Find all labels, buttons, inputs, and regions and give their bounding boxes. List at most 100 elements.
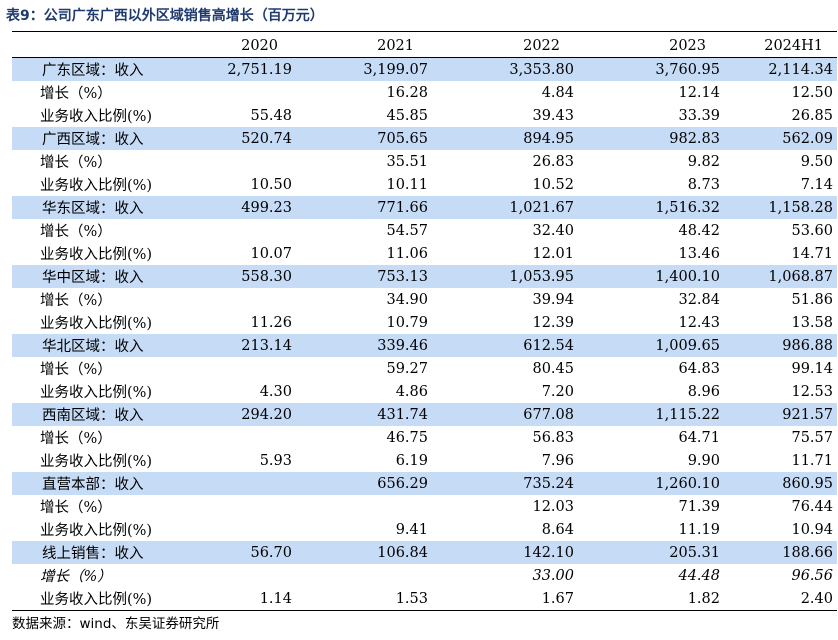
row-label: 增长（%） [40,293,112,309]
table-cell: 6.19 [395,452,428,469]
table-cell: 431.74 [296,403,432,426]
table-cell: 12.03 [532,498,574,515]
table-cell: 64.83 [678,360,720,377]
table-row: 业务收入比例(%) 4.30 4.86 7.20 8.96 12.53 [12,380,837,403]
table-cell: 44.48 [678,567,720,584]
table-row: 增长（%） 54.57 32.40 48.42 53.60 [12,219,837,242]
table-cell: 45.85 [386,107,428,124]
table-cell: 7.20 [541,383,574,400]
table-cell: 982.83 [578,127,724,150]
row-label: 直营本部：收入 [12,472,172,495]
table-cell: 71.39 [678,498,720,515]
table-row: 业务收入比例(%) 5.93 6.19 7.96 9.90 11.71 [12,449,837,472]
row-label: 业务收入比例(%) [40,247,153,263]
row-label: 增长（%） [40,362,112,378]
table-cell: 4.86 [395,383,428,400]
source-note: 数据来源：wind、东吴证券研究所 [12,616,220,632]
table-cell: 1,115.22 [578,403,724,426]
table-cell: 7.96 [541,452,574,469]
row-label: 业务收入比例(%) [40,109,153,125]
table-cell [172,81,296,104]
table-cell: 656.29 [296,472,432,495]
table-cell: 13.58 [791,314,833,331]
table-cell: 35.51 [386,153,428,170]
table-row: 西南区域：收入 294.20 431.74 677.08 1,115.22 921.57 [12,403,837,426]
table-row: 广东区域：收入 2,751.19 3,199.07 3,353.80 3,760.95 2… [12,57,837,81]
table-row: 业务收入比例(%) 1.14 1.53 1.67 1.82 2.40 [12,587,837,611]
table-cell [296,564,432,587]
table-cell: 10.52 [532,176,574,193]
table-cell: 1.14 [172,587,296,611]
table-cell: 612.54 [432,334,578,357]
table-cell: 10.79 [386,314,428,331]
table-cell: 96.56 [791,567,833,584]
table-cell: 9.41 [395,521,428,538]
table-cell: 294.20 [172,403,296,426]
table-cell: 5.93 [259,452,292,469]
regional-sales-table: 2020 2021 2022 2023 2024H1 广东区域：收入 2,751.… [12,34,837,611]
row-label: 华东区域：收入 [12,196,172,219]
table-cell: 753.13 [296,265,432,288]
table-cell: 705.65 [296,127,432,150]
table-cell: 860.95 [724,472,837,495]
table-cell: 59.27 [386,360,428,377]
table-cell: 33.00 [532,567,574,584]
table-cell: 3,353.80 [432,57,578,81]
table-cell [172,472,296,495]
table-row: 增长（%） 12.03 71.39 76.44 [12,495,837,518]
row-label: 业务收入比例(%) [40,523,153,539]
table-row: 广西区域：收入 520.74 705.65 894.95 982.83 562.09 [12,127,837,150]
row-label: 增长（%） [40,500,112,516]
table-cell: 64.71 [678,429,720,446]
row-label: 华中区域：收入 [12,265,172,288]
table-cell: 11.71 [791,452,833,469]
table-cell: 12.50 [791,84,833,101]
table-row: 增长（%） 16.28 4.84 12.14 12.50 [12,81,837,104]
table-cell: 1,260.10 [578,472,724,495]
table-cell: 1,158.28 [724,196,837,219]
row-label: 广东区域：收入 [12,57,172,81]
table-cell: 188.66 [724,541,837,564]
row-label: 业务收入比例(%) [40,178,153,194]
table-row: 业务收入比例(%) 11.26 10.79 12.39 12.43 13.58 [12,311,837,334]
table-cell: 1,021.67 [432,196,578,219]
table-cell: 80.45 [532,360,574,377]
table-cell [172,518,296,541]
table-cell: 4.84 [541,84,574,101]
table-body: 广东区域：收入 2,751.19 3,199.07 3,353.80 3,760.95 2… [12,57,837,611]
row-label: 业务收入比例(%) [40,454,153,470]
table-cell: 99.14 [791,360,833,377]
table-cell: 520.74 [172,127,296,150]
table-cell: 213.14 [172,334,296,357]
table-cell: 39.43 [532,107,574,124]
table-cell: 54.57 [386,222,428,239]
row-label: 华北区域：收入 [12,334,172,357]
table-cell: 1,068.87 [724,265,837,288]
table-row: 华中区域：收入 558.30 753.13 1,053.95 1,400.10 1,068… [12,265,837,288]
table-row: 华北区域：收入 213.14 339.46 612.54 1,009.65 986.88 [12,334,837,357]
table-cell: 921.57 [724,403,837,426]
table-cell: 142.10 [432,541,578,564]
table-cell: 1,009.65 [578,334,724,357]
table-cell: 51.86 [791,291,833,308]
table-cell: 13.46 [678,245,720,262]
table-cell: 26.83 [532,153,574,170]
row-label: 线上销售：收入 [12,541,172,564]
table-cell: 8.64 [541,521,574,538]
table-cell: 11.06 [386,245,428,262]
table-cell: 32.40 [532,222,574,239]
table-cell: 7.14 [800,176,833,193]
table-row: 线上销售：收入 56.70 106.84 142.10 205.31 188.66 [12,541,837,564]
table-cell: 1,516.32 [578,196,724,219]
table-cell: 562.09 [724,127,837,150]
table-cell [172,495,296,518]
table-row: 业务收入比例(%) 55.48 45.85 39.43 33.39 26.85 [12,104,837,127]
table-cell: 10.94 [791,521,833,538]
header-cell [12,34,172,58]
table-cell: 33.39 [678,107,720,124]
table-cell [172,357,296,380]
table-row: 华东区域：收入 499.23 771.66 1,021.67 1,516.32 1,158… [12,196,837,219]
table-cell: 2,751.19 [172,57,296,81]
table-cell [172,288,296,311]
table-row: 直营本部：收入 656.29 735.24 1,260.10 860.95 [12,472,837,495]
